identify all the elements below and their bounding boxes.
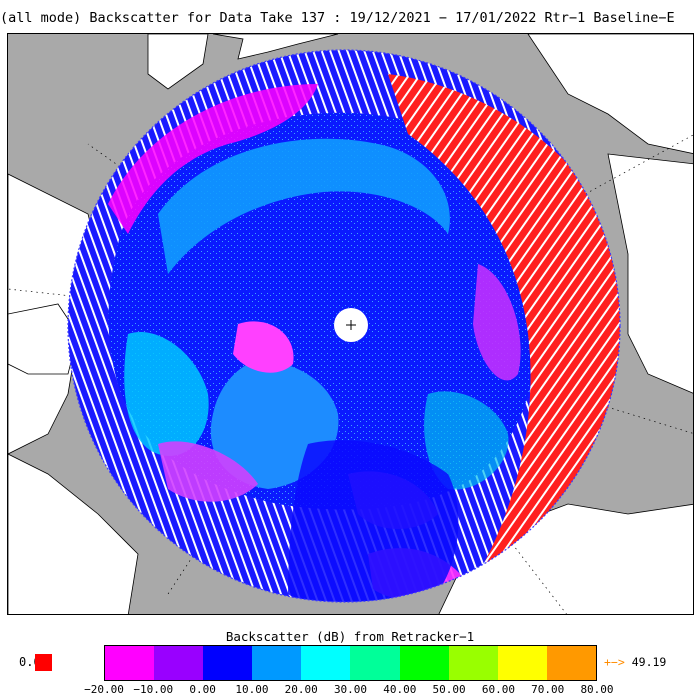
colorbar-ticks: −20.00 −10.00 0.00 10.00 20.00 30.00 40.00 50.0…	[0, 683, 700, 699]
colorbar-segment	[399, 646, 449, 680]
map-panel	[7, 33, 694, 615]
colorbar-tick-label: 40.00	[383, 683, 417, 696]
colorbar-tick-label: −10.00	[133, 683, 174, 696]
land-alaska	[8, 303, 79, 375]
colorbar-segment	[350, 646, 400, 680]
colorbar-tick-label: 30.00	[333, 683, 368, 696]
plot-title: (all mode) Backscatter for Data Take 137…	[0, 10, 675, 26]
above-range-arrow: +−>	[604, 655, 625, 669]
colorbar-tick-label: 0.00	[189, 683, 216, 696]
colorbar-segment	[252, 646, 302, 680]
colorbar-segment	[154, 646, 204, 680]
land-east-asia	[607, 153, 693, 394]
colorbar-tick-label: 70.00	[531, 683, 565, 696]
land-europe	[212, 34, 339, 60]
land-bottom-left	[8, 453, 139, 614]
colorbar-tick-label: −20.00	[84, 683, 124, 696]
colorbar-title: Backscatter (dB) from Retracker−1	[225, 629, 475, 644]
colorbar-segment	[301, 646, 351, 680]
colorbar-segment	[497, 646, 547, 680]
backscatter-disc	[68, 50, 620, 602]
above-range-value: 49.19	[631, 655, 667, 669]
colorbar-segment	[105, 646, 155, 680]
pole-marker	[346, 320, 356, 330]
colorbar-tick-label: 10.00	[235, 683, 269, 696]
colorbar-tick-label: 60.00	[481, 683, 515, 696]
colorbar-tick-label: 50.00	[432, 683, 466, 696]
colorbar-segment	[546, 646, 596, 680]
below-range-swatch	[35, 654, 52, 671]
land-scandinavia	[147, 34, 209, 90]
colorbar-tick-label: 80.00	[580, 683, 614, 696]
colorbar-segment	[448, 646, 498, 680]
land-siberia-right	[527, 34, 693, 154]
polar-map	[8, 34, 693, 614]
colorbar-tick-label: 20.00	[284, 683, 318, 696]
colorbar	[104, 645, 597, 681]
above-range-indicator: +−> 49.19	[604, 655, 666, 669]
coverage-boundary	[67, 49, 621, 603]
colorbar-segment	[203, 646, 253, 680]
